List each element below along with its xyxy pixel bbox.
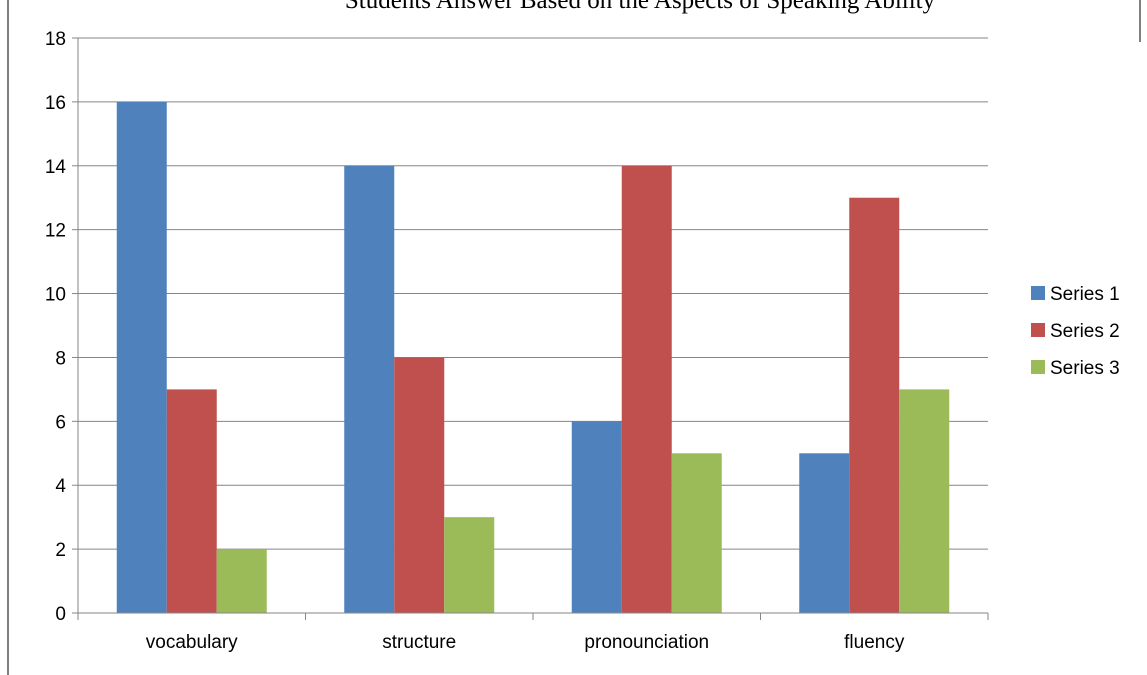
- bar-pronounciation-series-2: [621, 165, 672, 613]
- legend-label-series-3: Series 3: [1050, 358, 1120, 379]
- bar-structure-series-3: [444, 517, 495, 613]
- x-category-label: pronounciation: [584, 632, 709, 653]
- x-category-label: structure: [382, 632, 456, 653]
- bar-fluency-series-3: [899, 389, 950, 613]
- axis-layer: [72, 37, 989, 620]
- bar-vocabulary-series-3: [216, 549, 267, 613]
- bar-vocabulary-series-2: [166, 389, 217, 613]
- y-tick-label: 0: [55, 604, 66, 625]
- legend-swatch-series-2: [1031, 323, 1045, 337]
- y-tick-label: 10: [45, 285, 66, 306]
- bar-fluency-series-1: [799, 453, 850, 613]
- bar-fluency-series-2: [849, 197, 900, 613]
- bar-pronounciation-series-1: [571, 421, 622, 613]
- bar-structure-series-2: [394, 357, 445, 613]
- y-tick-label: 8: [55, 348, 66, 369]
- x-category-labels: vocabulary structure pronounciation fluency: [146, 632, 905, 653]
- y-tick-labels: 0 2 4 6 8 10 12 14 16 18: [45, 29, 67, 625]
- bar-structure-series-1: [344, 165, 395, 613]
- legend-swatch-series-1: [1031, 286, 1045, 300]
- legend-label-series-2: Series 2: [1050, 321, 1120, 342]
- y-tick-label: 4: [55, 476, 66, 497]
- y-tick-label: 18: [45, 29, 66, 50]
- chart-title: Students Answer Based on the Aspects of …: [345, 0, 936, 14]
- y-tick-label: 14: [45, 157, 67, 178]
- x-category-label: fluency: [844, 632, 905, 653]
- x-category-label: vocabulary: [146, 632, 238, 653]
- legend: Series 1 Series 2 Series 3: [1031, 284, 1120, 379]
- y-tick-label: 6: [55, 412, 66, 433]
- bar-pronounciation-series-3: [671, 453, 722, 613]
- y-tick-label: 2: [55, 540, 66, 561]
- bar-vocabulary-series-1: [116, 101, 167, 613]
- bars-layer: [116, 101, 950, 613]
- y-tick-label: 16: [45, 93, 66, 114]
- legend-swatch-series-3: [1031, 360, 1045, 374]
- y-tick-label: 12: [45, 221, 66, 242]
- legend-label-series-1: Series 1: [1050, 284, 1120, 305]
